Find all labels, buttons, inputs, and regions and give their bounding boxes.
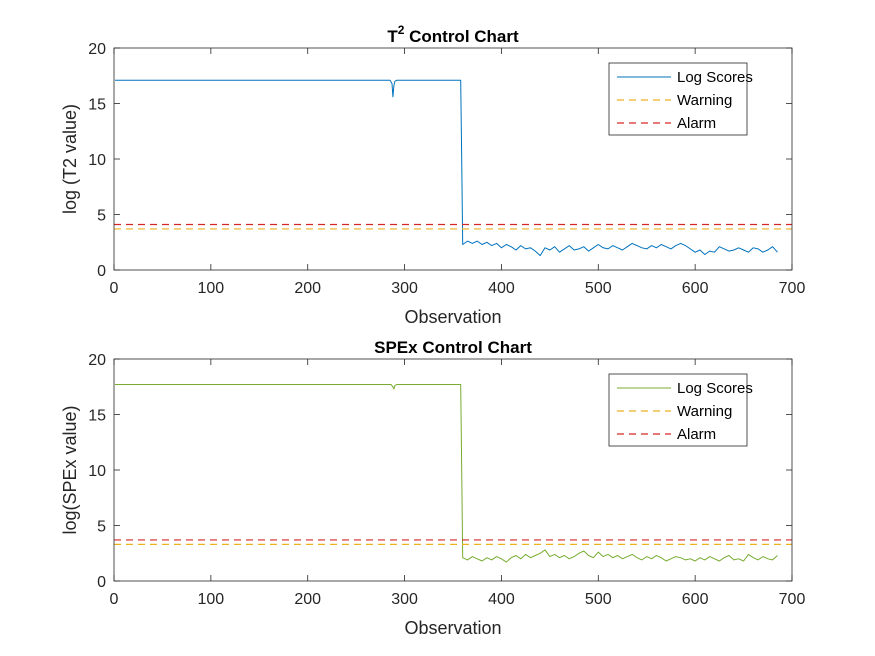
legend-label: Log Scores [677,69,753,86]
x-tick-label: 0 [110,280,119,297]
x-tick-label: 500 [585,591,612,608]
chart-title: SPEx Control Chart [374,338,532,357]
series-log-scores-line [115,384,778,563]
top-chart: 0 100 200 300 400 500 600 700 0 5 10 15 20 Observatio… [60,23,805,327]
y-axis-label: log(SPEx value) [60,405,80,534]
y-tick-label: 20 [88,352,106,369]
y-tick-label: 15 [88,408,106,425]
x-axis-label: Observation [404,618,501,638]
x-tick-label: 400 [488,280,515,297]
legend: Log Scores Warning Alarm [608,62,753,136]
legend-label: Warning [677,403,732,420]
x-tick-label: 600 [682,591,709,608]
y-tick-label: 5 [97,519,106,536]
x-tick-label: 200 [294,591,321,608]
x-tick-label: 700 [779,280,806,297]
legend-label: Alarm [677,115,716,132]
x-tick-label: 500 [585,280,612,297]
y-tick-label: 10 [88,463,106,480]
legend-label: Alarm [677,426,716,443]
legend-label: Warning [677,92,732,109]
x-axis-label: Observation [404,307,501,327]
y-tick-label: 5 [97,208,106,225]
legend-label: Log Scores [677,380,753,397]
y-tick-label: 0 [97,574,106,591]
y-tick-label: 20 [88,41,106,58]
x-tick-label: 600 [682,280,709,297]
y-axis-label: log (T2 value) [60,104,80,214]
x-tick-label: 300 [391,591,418,608]
legend: Log Scores Warning Alarm [608,373,753,447]
x-tick-label: 200 [294,280,321,297]
x-tick-label: 300 [391,280,418,297]
x-tick-label: 400 [488,591,515,608]
x-tick-label: 100 [198,591,225,608]
x-tick-label: 100 [198,280,225,297]
y-tick-label: 0 [97,263,106,280]
x-tick-label: 700 [779,591,806,608]
y-tick-label: 15 [88,97,106,114]
chart-title: T2 Control Chart [387,23,519,46]
x-tick-label: 0 [110,591,119,608]
series-log-scores-line [115,79,778,257]
y-tick-label: 10 [88,152,106,169]
bottom-chart: 0 100 200 300 400 500 600 700 0 5 10 15 20 Observatio… [60,338,805,638]
